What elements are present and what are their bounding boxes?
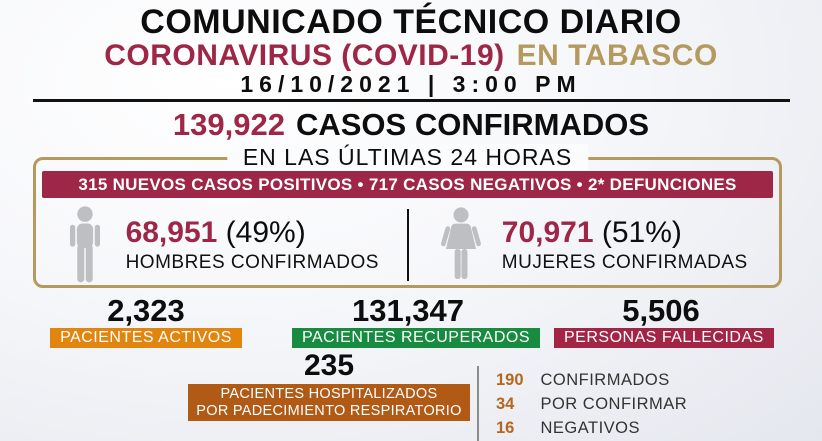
- men-confirmed-number: 68,951: [125, 216, 218, 249]
- recovered-patients-label: PACIENTES RECUPERADOS: [292, 328, 541, 348]
- last-24h-box: EN LAS ÚLTIMAS 24 HORAS 315 NUEVOS CASOS…: [33, 144, 782, 288]
- hospitalized-breakdown-list: 190 CONFIRMADOS 34 POR CONFIRMAR 16 NEGA…: [496, 368, 687, 440]
- women-confirmed-number-line: 70,971 (51%): [502, 216, 748, 250]
- confirmed-total-label: CASOS CONFIRMADOS: [295, 107, 650, 142]
- breakdown-negative-label: NEGATIVOS: [540, 419, 640, 437]
- hospitalized-label: PACIENTES HOSPITALIZADOS POR PADECIMIENT…: [188, 384, 470, 421]
- breakdown-pending-number: 34: [496, 395, 515, 413]
- active-patients-number: 2,323: [107, 293, 185, 328]
- breakdown-negative-number: 16: [496, 419, 515, 437]
- hospitalized-divider: [477, 366, 479, 441]
- men-confirmed-text: 68,951 (49%) HOMBRES CONFIRMADOS: [126, 216, 379, 274]
- gender-divider: [406, 209, 409, 281]
- women-confirmed-percent: (51%): [601, 216, 682, 249]
- hospitalized-label-line1: PACIENTES HOSPITALIZADOS: [220, 386, 438, 402]
- subtitle-location: EN TABASCO: [516, 39, 718, 72]
- women-confirmed-number: 70,971: [501, 216, 594, 249]
- page-title: COMUNICADO TÉCNICO DIARIO: [140, 3, 682, 41]
- report-datetime: 16/10/2021 | 3:00 PM: [240, 71, 582, 97]
- recovered-patients-stat: 131,347 PACIENTES RECUPERADOS: [292, 293, 541, 348]
- female-icon: [440, 207, 481, 280]
- last-24h-legend: EN LAS ÚLTIMAS 24 HORAS: [226, 144, 589, 171]
- men-confirmed-block: 68,951 (49%) HOMBRES CONFIRMADOS: [36, 204, 407, 286]
- men-confirmed-percent: (49%): [225, 216, 306, 249]
- hospitalized-stat: 235 PACIENTES HOSPITALIZADOS POR PADECIM…: [179, 350, 479, 421]
- confirmed-total-number: 139,922: [172, 107, 285, 142]
- breakdown-row-negative: 16 NEGATIVOS: [496, 416, 687, 440]
- men-confirmed-number-line: 68,951 (49%): [126, 216, 379, 250]
- hospitalized-number: 235: [303, 349, 355, 382]
- deceased-persons-number: 5,506: [622, 293, 700, 328]
- active-patients-label: PACIENTES ACTIVOS: [50, 328, 242, 348]
- breakdown-row-confirmed: 190 CONFIRMADOS: [496, 368, 687, 392]
- recovered-patients-number: 131,347: [351, 293, 465, 328]
- page-subtitle: CORONAVIRUS (COVID-19) EN TABASCO: [0, 39, 822, 73]
- new-cases-banner: 315 NUEVOS CASOS POSITIVOS • 717 CASOS N…: [42, 171, 773, 198]
- women-confirmed-block: 70,971 (51%) MUJERES CONFIRMADAS: [409, 204, 780, 286]
- gender-breakdown-row: 68,951 (49%) HOMBRES CONFIRMADOS: [36, 204, 779, 286]
- confirmed-total: 139,922 CASOS CONFIRMADOS: [0, 107, 822, 143]
- deceased-persons-stat: 5,506 PERSONAS FALLECIDAS: [554, 293, 774, 348]
- women-confirmed-text: 70,971 (51%) MUJERES CONFIRMADAS: [502, 216, 748, 274]
- header-divider: [33, 99, 790, 102]
- deceased-persons-label: PERSONAS FALLECIDAS: [554, 328, 774, 348]
- breakdown-row-pending: 34 POR CONFIRMAR: [496, 392, 687, 416]
- breakdown-pending-label: POR CONFIRMAR: [540, 395, 688, 413]
- women-confirmed-label: MUJERES CONFIRMADAS: [501, 252, 748, 273]
- hospitalized-label-line2: POR PADECIMIENTO RESPIRATORIO: [196, 402, 462, 419]
- breakdown-confirmed-label: CONFIRMADOS: [540, 371, 670, 389]
- active-patients-stat: 2,323 PACIENTES ACTIVOS: [36, 294, 256, 348]
- male-icon: [69, 206, 100, 283]
- breakdown-confirmed-number: 190: [496, 371, 524, 389]
- men-confirmed-label: HOMBRES CONFIRMADOS: [125, 252, 379, 273]
- subtitle-disease: CORONAVIRUS (COVID-19): [104, 39, 505, 72]
